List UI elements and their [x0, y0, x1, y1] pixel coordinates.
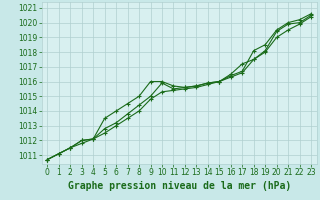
X-axis label: Graphe pression niveau de la mer (hPa): Graphe pression niveau de la mer (hPa): [68, 181, 291, 191]
